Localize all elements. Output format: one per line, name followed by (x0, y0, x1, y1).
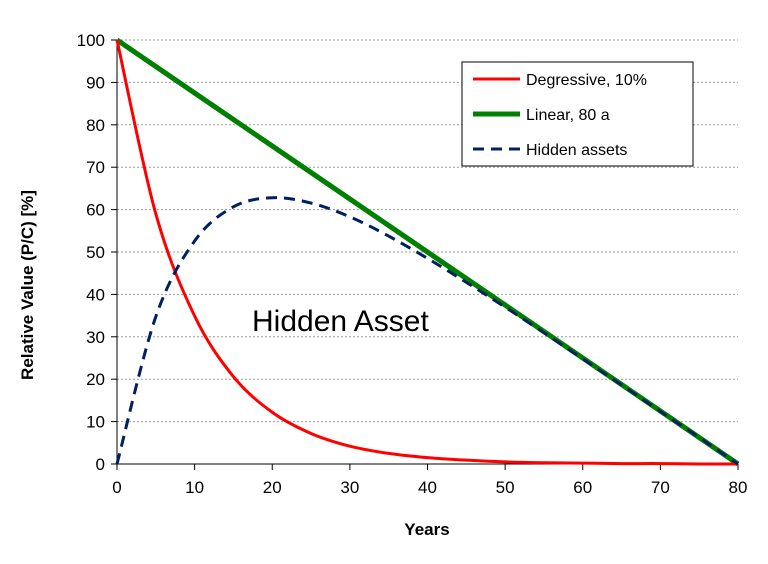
x-tick-label: 20 (263, 478, 282, 497)
series-lines (115, 37, 740, 467)
y-tick-label: 50 (86, 243, 105, 262)
x-tick-label: 80 (729, 478, 748, 497)
legend-label: Linear, 80 a (526, 107, 610, 124)
y-tick-label: 0 (96, 455, 105, 474)
tick-labels: 0 10 20 30 40 50 60 70 80 90 100 0 10 20 30 40 50 60 70 80 (77, 31, 748, 497)
series-line-0 (115, 39, 739, 466)
legend: Degressive, 10% Linear, 80 a Hidden assets (461, 61, 694, 167)
x-tick-label: 70 (651, 478, 670, 497)
legend-label: Degressive, 10% (526, 72, 647, 89)
x-tick-label: 10 (185, 478, 204, 497)
legend-label: Hidden assets (526, 142, 627, 159)
x-tick-label: 40 (418, 478, 437, 497)
y-tick-label: 80 (86, 116, 105, 135)
y-tick-label: 30 (86, 328, 105, 347)
x-tick-label: 50 (496, 478, 515, 497)
x-tick-label: 60 (573, 478, 592, 497)
y-tick-label: 20 (86, 370, 105, 389)
annotation-hidden-asset: Hidden Asset (252, 305, 429, 338)
series-line-2 (115, 196, 739, 466)
x-tick-label: 0 (112, 478, 121, 497)
x-axis-title: Years (404, 520, 449, 539)
y-tick-label: 100 (77, 31, 105, 50)
y-tick-label: 90 (86, 73, 105, 92)
y-tick-label: 70 (86, 158, 105, 177)
y-tick-label: 60 (86, 201, 105, 220)
y-tick-label: 10 (86, 413, 105, 432)
y-axis-title: Relative Value (P/C) [%] (18, 190, 37, 380)
x-tick-label: 30 (340, 478, 359, 497)
y-tick-label: 40 (86, 285, 105, 304)
